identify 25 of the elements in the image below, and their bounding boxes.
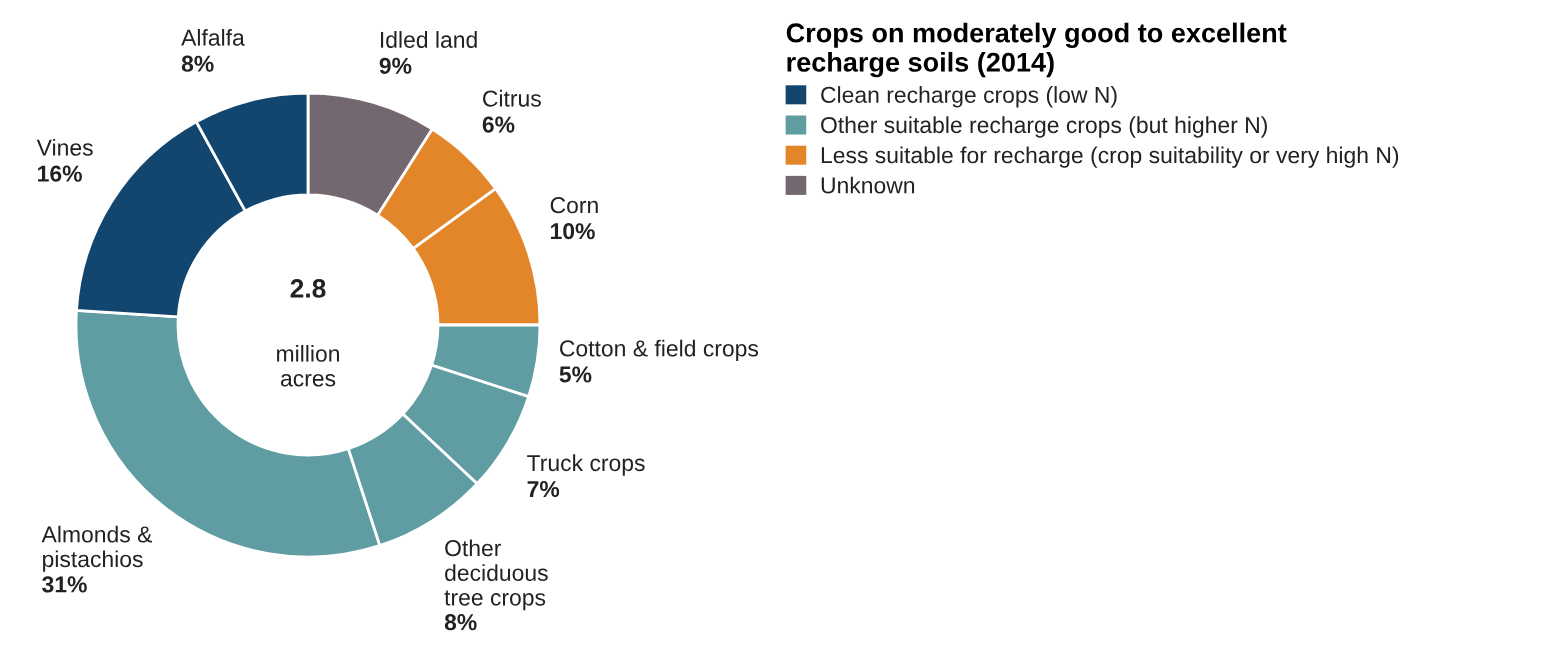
data-label: 8% [444,614,477,631]
slice-label: Truck crops [527,454,645,476]
data-label: 16% [38,165,82,182]
data-label: 8% [181,55,214,72]
data-label: 5% [559,366,592,383]
slice-label: Idled land [380,31,477,48]
legend-label: Other suitable recharge crops (but higher N) [821,116,1267,138]
data-label: 10% [551,223,595,240]
legend-label: Unknown [821,176,915,194]
text: 2.8 [290,279,326,298]
slice-label: Cotton & field crops [560,339,759,362]
data-label: 7% [527,480,560,498]
slice-label: Alfalfa [181,28,245,46]
data-label: 6% [482,116,515,133]
text: million acres [277,345,339,387]
legend-label: Clean recharge crops (low N) [821,86,1117,108]
slice-label: Almonds & pistachios [41,525,153,572]
slice-label: Other deciduous tree crops [444,539,548,611]
slice-label: Citrus [483,89,541,107]
legend-title: Crops on moderately good to excellent recharge soils (2014) [786,22,1287,78]
data-label: 31% [42,576,87,593]
slice-label: Corn [550,197,598,214]
slice-label: Vines [36,138,93,156]
data-label: 9% [379,57,412,74]
legend-label: Less suitable for recharge (crop suitability or very high N) [821,146,1399,168]
